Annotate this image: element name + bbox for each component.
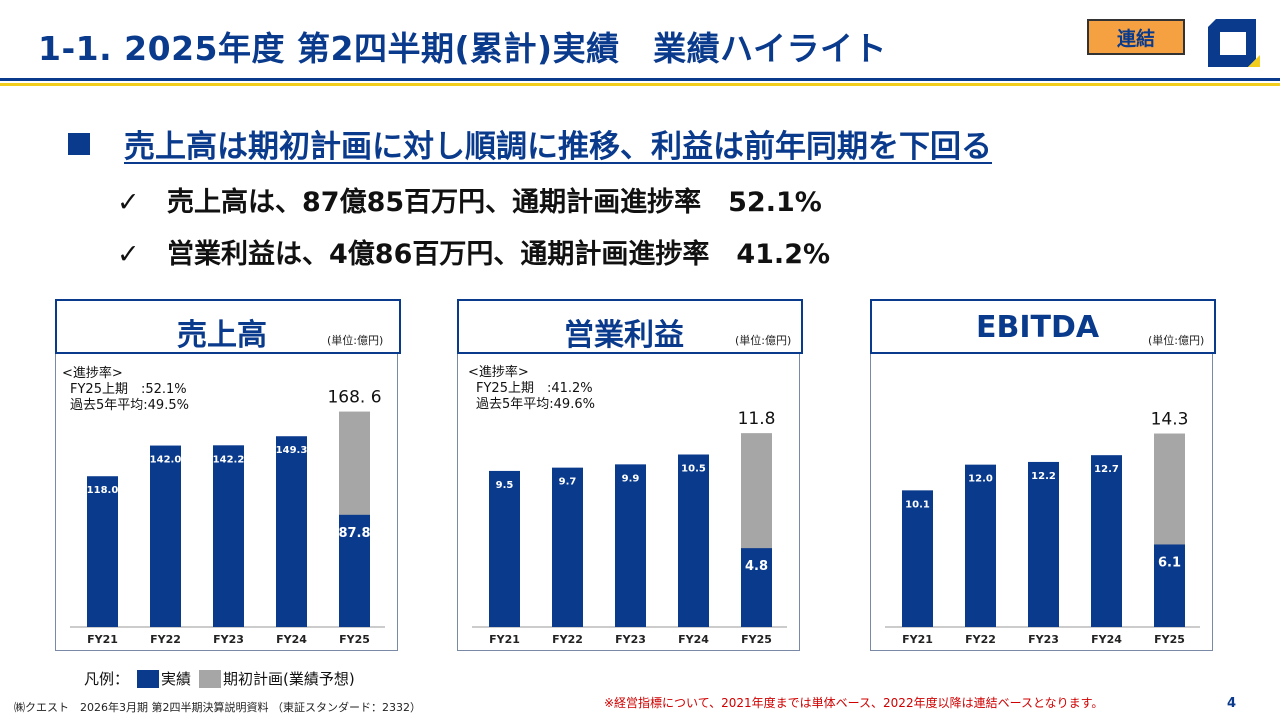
unit-label: (単位:億円) [327,334,384,347]
chart-title: EBITDA [976,310,1100,345]
footer-note: ※経営指標について、2021年度までは単体ベース、2022年度以降は連結ベースと… [604,696,1104,710]
sales-chart: 118.0 FY21 142.0 FY22 142.2 FY23 149.3 FY24 168.… [70,388,385,646]
data-label-actual-fy24: 10.5 [681,464,706,475]
tick-label-fy23: FY23 [213,633,244,646]
data-label-actual-fy21: 118.0 [87,485,119,496]
headline-text: 売上高は期初計画に対し順調に推移、利益は前年同期を下回る [124,129,992,165]
data-label-actual-fy21: 9.5 [496,480,514,491]
bar-actual-fy22 [552,467,583,627]
legend-swatch-actual [137,669,160,688]
bullet-sales: ✓ 売上高は、87億85百万円、通期計画進捗率 52.1% [117,180,822,219]
consolidated-badge: 連結 [1087,19,1185,55]
bar-actual-fy24 [1091,455,1122,627]
tick-label-fy21: FY21 [489,633,520,646]
tick-label-fy23: FY23 [1028,633,1059,646]
data-label-actual-fy23: 9.9 [622,473,640,484]
bar-actual-fy25 [1154,544,1185,627]
tick-label-fy25: FY25 [339,633,370,646]
chart-title: 売上高 [177,318,267,353]
bar-actual-fy23 [615,464,646,627]
tick-label-fy23: FY23 [615,633,646,646]
bullet-text: 売上高は、87億85百万円、通期計画進捗率 52.1% [167,187,822,218]
operating-income-chart-panel: 9.5 FY21 9.7 FY22 9.9 FY23 10.5 FY24 11.8 4.8 FY25… [457,299,803,651]
unit-label: (単位:億円) [735,334,792,347]
tick-label-fy25: FY25 [741,633,772,646]
data-label-actual-fy25: 87.8 [338,526,370,541]
sales-chart-panel: 118.0 FY21 142.0 FY22 142.2 FY23 149.3 FY24 168.… [55,299,401,651]
progress-note: <進捗率> FY25上期 :52.1% 過去5年平均:49.5% [62,366,189,414]
chart-title: 営業利益 [564,318,684,353]
check-icon: ✓ [117,187,140,218]
tick-label-fy24: FY24 [678,633,709,646]
data-label-actual-fy21: 10.1 [905,499,930,510]
legend-label-actual: 実績 [161,670,192,688]
ebitda-chart: 10.1 FY21 12.0 FY22 12.2 FY23 12.7 FY24 14.3 6.1 F… [885,410,1200,646]
operating-income-panel-header: 営業利益 (単位:億円) [457,299,803,354]
check-icon: ✓ [117,239,140,270]
tick-label-fy22: FY22 [552,633,583,646]
bar-actual-fy23 [213,445,244,627]
data-label-plan-fy25: 168. 6 [327,388,381,408]
bar-actual-fy21 [87,476,118,627]
bar-actual-fy22 [150,445,181,627]
progress-note-heading: <進捗率> [468,365,529,380]
data-label-actual-fy22: 12.0 [968,474,993,485]
bullet-text: 営業利益は、4億86百万円、通期計画進捗率 41.2% [167,239,831,270]
sales-panel-header: 売上高 (単位:億円) [55,299,401,354]
ebitda-panel-header: EBITDA (単位:億円) [870,299,1216,354]
progress-note-line: 過去5年平均:49.5% [70,398,189,413]
square-bullet-icon [68,132,90,155]
data-label-actual-fy23: 142.2 [213,454,245,465]
headline: 売上高は期初計画に対し順調に推移、利益は前年同期を下回る [68,121,992,166]
progress-note-line: 過去5年平均:49.6% [476,397,595,412]
data-label-actual-fy25: 6.1 [1158,555,1181,570]
bar-actual-fy23 [1028,461,1059,627]
progress-note-line: FY25上期 :52.1% [70,382,187,397]
bar-actual-fy22 [965,464,996,627]
data-label-actual-fy22: 142.0 [150,455,182,466]
ebitda-chart-panel: 10.1 FY21 12.0 FY22 12.2 FY23 12.7 FY24 14.3 6.1 F… [870,299,1216,651]
bar-actual-fy24 [678,454,709,627]
bar-actual-fy25 [741,548,772,627]
tick-label-fy21: FY21 [87,633,118,646]
progress-note: <進捗率> FY25上期 :41.2% 過去5年平均:49.6% [468,365,595,413]
legend-swatch-plan [199,669,222,688]
tick-label-fy24: FY24 [1091,633,1122,646]
progress-note-line: FY25上期 :41.2% [476,381,593,396]
bullet-operating-income: ✓ 営業利益は、4億86百万円、通期計画進捗率 41.2% [117,232,830,271]
header-rule [0,78,1280,81]
data-label-plan-fy25: 11.8 [738,409,776,429]
tick-label-fy22: FY22 [965,633,996,646]
data-label-actual-fy24: 149.3 [276,445,308,456]
progress-note-heading: <進捗率> [62,366,123,381]
chart-legend: 凡例： 実績 期初計画(業績予想) [84,668,355,689]
page-number: 4 [1227,696,1237,711]
company-logo-icon [1208,19,1260,67]
data-label-actual-fy24: 12.7 [1094,464,1119,475]
data-label-actual-fy25: 4.8 [745,559,768,574]
unit-label: (単位:億円) [1148,334,1205,347]
data-label-actual-fy22: 9.7 [559,477,577,488]
legend-prefix: 凡例： [84,670,130,688]
tick-label-fy24: FY24 [276,633,307,646]
bar-actual-fy21 [902,490,933,627]
footer-source: ㈱クエスト 2026年3月期 第2四半期決算説明資料 （東証スタンダード：233… [14,701,421,714]
tick-label-fy25: FY25 [1154,633,1185,646]
bar-actual-fy24 [276,436,307,627]
data-label-plan-fy25: 14.3 [1151,410,1189,430]
legend-label-plan: 期初計画(業績予想) [223,670,355,688]
tick-label-fy22: FY22 [150,633,181,646]
operating-income-chart: 9.5 FY21 9.7 FY22 9.9 FY23 10.5 FY24 11.8 4.8 FY25 [472,409,787,646]
page-title: 1-1. 2025年度 第2四半期(累計)実績 業績ハイライト [38,29,887,68]
data-label-actual-fy23: 12.2 [1031,471,1056,482]
header-rule-accent [0,83,1280,86]
bar-actual-fy25 [339,514,370,627]
bar-actual-fy21 [489,470,520,627]
tick-label-fy21: FY21 [902,633,933,646]
